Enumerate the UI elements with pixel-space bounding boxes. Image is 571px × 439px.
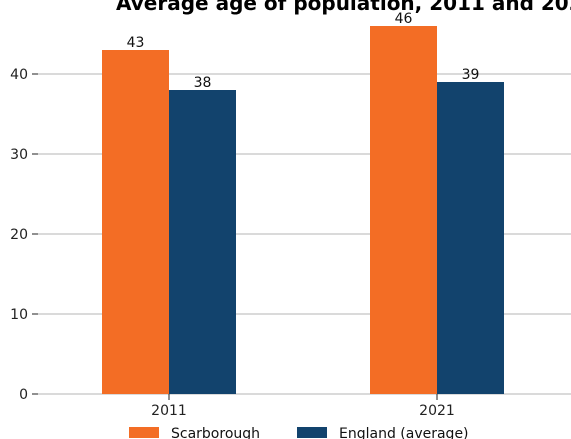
x-tick-label: 2021 <box>419 403 455 419</box>
y-tick-label: 30 <box>10 147 28 163</box>
chart-title: Average age of population, 2011 and 2021 <box>116 0 571 15</box>
data-label: 39 <box>462 67 480 83</box>
legend: Scarborough England (average) <box>129 426 469 439</box>
bar-england-average-2021 <box>437 82 504 394</box>
data-label: 43 <box>127 35 145 51</box>
y-axis-ticks: 0 10 20 30 40 <box>10 67 38 403</box>
y-tick-label: 20 <box>10 227 28 243</box>
bar-scarborough-2011 <box>102 50 169 394</box>
bars: 43 38 46 39 <box>102 11 504 394</box>
legend-label: England (average) <box>339 426 469 439</box>
legend-swatch-0 <box>129 427 159 438</box>
bar-scarborough-2021 <box>370 26 437 394</box>
bar-england-average-2011 <box>169 90 236 394</box>
x-axis-ticks: 2011 2021 <box>151 394 455 419</box>
legend-label: Scarborough <box>171 426 260 439</box>
x-tick-label: 2011 <box>151 403 187 419</box>
y-tick-label: 0 <box>19 387 28 403</box>
data-label: 46 <box>395 11 413 27</box>
y-tick-label: 10 <box>10 307 28 323</box>
y-tick-label: 40 <box>10 67 28 83</box>
data-label: 38 <box>194 75 212 91</box>
legend-swatch-1 <box>297 427 327 438</box>
